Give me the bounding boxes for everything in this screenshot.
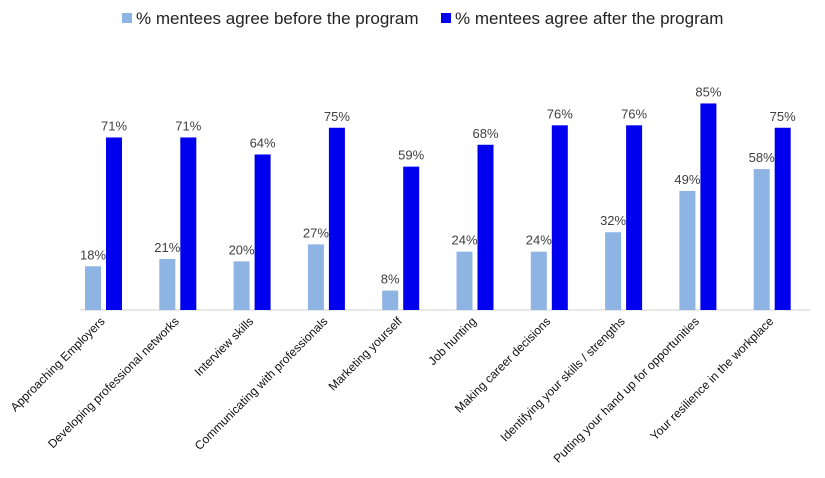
value-label-after-7: 76%: [547, 106, 573, 121]
category-label-8: Identifying your skills / strengths: [498, 314, 628, 444]
bar-before-5: [382, 290, 399, 310]
bar-after-2: [180, 137, 197, 310]
legend-swatch-after: [441, 13, 451, 23]
value-label-before-1: 18%: [80, 247, 106, 262]
category-label-5: Marketing yourself: [326, 314, 406, 394]
value-label-before-5: 8%: [381, 272, 400, 287]
value-label-before-4: 27%: [303, 225, 329, 240]
value-label-before-9: 49%: [674, 172, 700, 187]
bar-after-6: [477, 144, 494, 310]
legend-label-after: % mentees agree after the program: [455, 9, 723, 28]
value-label-after-10: 75%: [770, 109, 796, 124]
category-label-9: Putting your hand up for opportunities: [551, 314, 702, 465]
bar-before-6: [456, 251, 473, 310]
bar-after-5: [403, 166, 420, 310]
value-label-after-2: 71%: [175, 118, 201, 133]
value-label-after-1: 71%: [101, 118, 127, 133]
value-label-after-9: 85%: [695, 84, 721, 99]
value-label-before-6: 24%: [451, 233, 477, 248]
value-label-before-3: 20%: [229, 242, 255, 257]
bar-after-7: [551, 125, 568, 310]
value-label-after-3: 64%: [250, 135, 276, 150]
value-label-after-4: 75%: [324, 109, 350, 124]
bar-before-10: [753, 169, 770, 310]
category-label-10: Your resilience in the workplace: [647, 314, 776, 443]
bar-after-8: [626, 125, 643, 310]
category-label-6: Job hunting: [425, 314, 479, 368]
value-label-after-5: 59%: [398, 148, 424, 163]
bar-before-1: [85, 266, 101, 310]
bar-after-1: [106, 137, 122, 310]
value-label-before-8: 32%: [600, 213, 626, 228]
bar-before-8: [605, 232, 622, 310]
value-label-before-10: 58%: [749, 150, 775, 165]
value-label-before-7: 24%: [526, 233, 552, 248]
value-label-after-8: 76%: [621, 106, 647, 121]
category-label-3: Interview skills: [192, 314, 257, 379]
bar-before-2: [159, 258, 176, 310]
bar-before-4: [307, 244, 324, 310]
value-label-before-2: 21%: [154, 240, 180, 255]
legend-swatch-before: [122, 13, 132, 23]
category-label-4: Communicating with professionals: [192, 314, 331, 453]
bar-after-9: [700, 103, 717, 310]
legend: % mentees agree before the program % men…: [122, 9, 723, 28]
bar-before-7: [530, 251, 547, 310]
bar-before-3: [233, 261, 250, 310]
value-label-after-6: 68%: [472, 126, 498, 141]
bar-before-9: [679, 190, 696, 310]
legend-label-before: % mentees agree before the program: [136, 9, 419, 28]
bar-after-3: [254, 154, 271, 310]
bar-after-4: [328, 127, 345, 310]
bar-after-10: [774, 127, 791, 310]
category-label-2: Developing professional networks: [45, 314, 182, 451]
